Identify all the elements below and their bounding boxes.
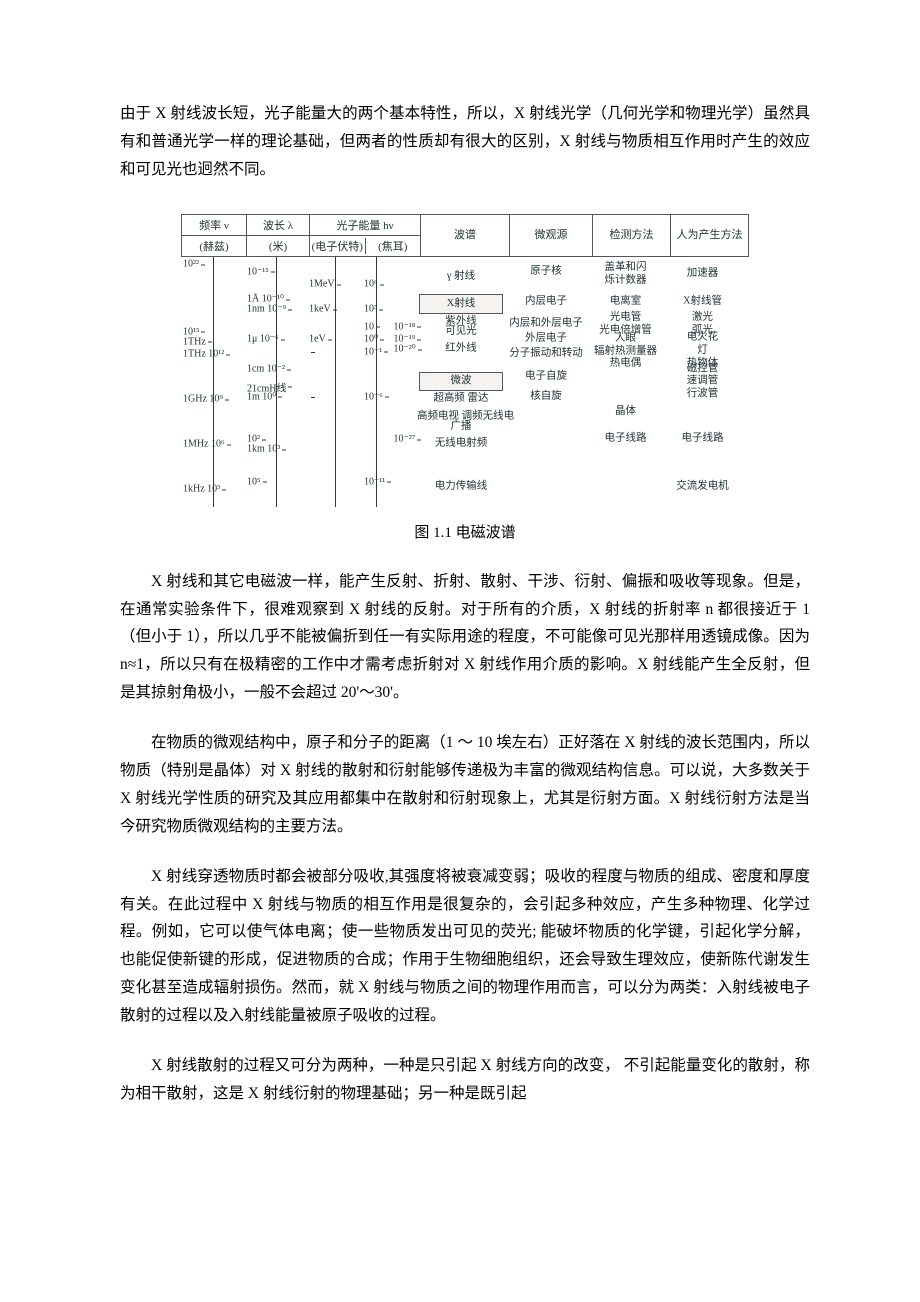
paragraph-5: X 射线散射的过程又可分为两种，一种是只引起 X 射线方向的改变， 不引起能量变… bbox=[120, 1052, 810, 1108]
paragraph-1: 由于 X 射线波长短，光子能量大的两个基本特性，所以，X 射线光学（几何光学和物… bbox=[120, 100, 810, 184]
figure-caption: 图 1.1 电磁波谱 bbox=[120, 521, 810, 542]
paragraph-2: X 射线和其它电磁波一样，能产生反射、折射、散射、干涉、衍射、偏振和吸收等现象。… bbox=[120, 568, 810, 707]
paragraph-3: 在物质的微观结构中，原子和分子的距离（1 ～ 10 埃左右）正好落在 X 射线的… bbox=[120, 729, 810, 841]
figure-1-1: 频率 ν(赫兹)波长 λ(米)光子能量 hν(电子伏特)(焦耳)波谱微观源检测方… bbox=[120, 214, 810, 507]
paragraph-4: X 射线穿透物质时都会被部分吸收,其强度将被衰减变弱；吸收的程度与物质的组成、密… bbox=[120, 863, 810, 1030]
document-page: 由于 X 射线波长短，光子能量大的两个基本特性，所以，X 射线光学（几何光学和物… bbox=[0, 0, 920, 1190]
